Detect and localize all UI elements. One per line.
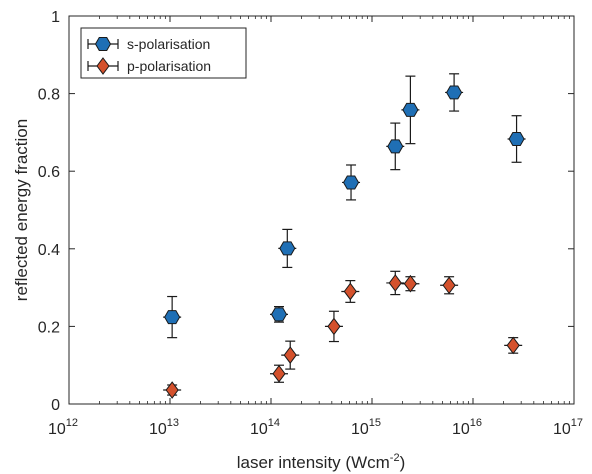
x-tick-label: 1015: [351, 417, 381, 438]
data-point: [343, 282, 357, 301]
data-point: [442, 276, 456, 295]
data-point: [270, 307, 288, 322]
data-point: [272, 364, 286, 383]
x-tick-label: 1013: [149, 417, 179, 438]
legend-item: p-polarisation: [87, 57, 211, 75]
y-tick-label: 0.4: [38, 242, 60, 259]
data-point: [327, 317, 341, 336]
data-point: [446, 85, 463, 100]
legend-marker: [96, 57, 110, 75]
axis-ticks: 1012 1013 1014 1015 1016 1017 0 0.2 0.4 0.6 0.8 1: [38, 9, 583, 438]
legend-item: s-polarisation: [87, 36, 210, 52]
data-point: [403, 274, 418, 293]
data-points: [163, 73, 526, 399]
x-tick-label: 1012: [48, 417, 78, 438]
data-point: [506, 336, 520, 355]
y-tick-label: 1: [51, 9, 60, 26]
series-p-polarisation: [163, 270, 523, 399]
data-point: [165, 381, 179, 399]
y-axis-label: reflected energy fraction: [12, 119, 31, 301]
data-point: [164, 310, 181, 325]
y-tick-label: 0.8: [38, 87, 60, 104]
y-tick-label: 0.2: [38, 319, 60, 336]
legend-label: s-polarisation: [127, 36, 210, 52]
axes-frame: [68, 15, 575, 405]
data-point: [342, 175, 360, 190]
legend: s-polarisation p-polarisation: [80, 27, 247, 79]
x-tick-label: 1014: [250, 417, 280, 438]
plot-area: [69, 16, 574, 404]
legend-label: p-polarisation: [127, 58, 211, 74]
y-tick-label: 0.6: [38, 164, 60, 181]
y-tick-label: 0: [51, 397, 60, 414]
data-point: [508, 132, 525, 146]
data-point: [402, 102, 419, 117]
legend-marker: [94, 37, 112, 51]
data-point: [283, 346, 297, 364]
series-s-polarisation: [163, 73, 526, 339]
x-axis-label: laser intensity (Wcm-2): [237, 452, 405, 472]
data-point: [279, 241, 296, 256]
x-tick-label: 1017: [553, 417, 583, 438]
data-point: [387, 139, 404, 154]
x-tick-label: 1016: [452, 417, 482, 438]
data-point: [388, 274, 402, 292]
legend-box: [80, 27, 247, 79]
